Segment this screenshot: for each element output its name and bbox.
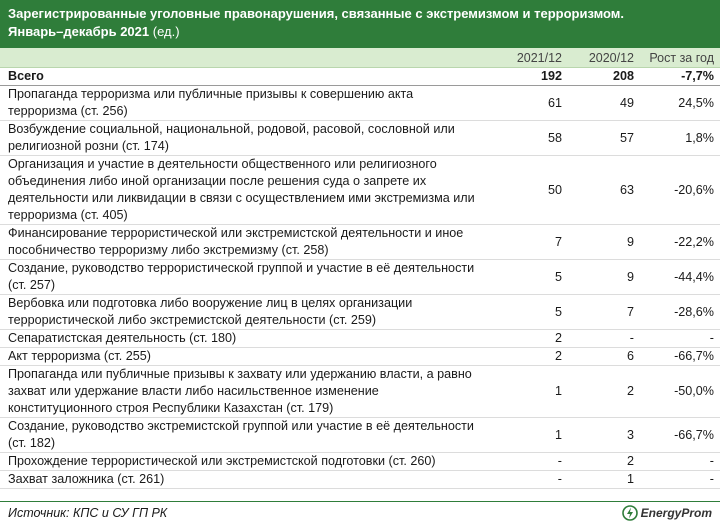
cell-2021: -	[490, 452, 572, 471]
table-row-total: Всего 192 208 -7,7%	[0, 68, 720, 86]
cell-2020: 9	[572, 224, 642, 260]
cell-growth: -	[642, 329, 720, 348]
table-subtitle: Январь–декабрь 2021 (ед.)	[8, 23, 712, 41]
source-note: Источник: КПС и СУ ГП РК	[8, 505, 168, 520]
cell-2021: -	[490, 470, 572, 489]
energyprom-logo-icon	[621, 504, 638, 521]
cell-2020: 7	[572, 294, 642, 330]
cell-2021: 5	[490, 294, 572, 330]
cell-2020: 1	[572, 470, 642, 489]
row-label: Захват заложника (ст. 261)	[0, 470, 490, 489]
cell-growth: -	[642, 452, 720, 471]
cell-growth: -66,7%	[642, 347, 720, 366]
row-label: Пропаганда терроризма или публичные приз…	[0, 85, 490, 121]
cell-growth: -	[642, 470, 720, 489]
table-header: Зарегистрированные уголовные правонаруше…	[0, 0, 720, 48]
cell-2020: 9	[572, 259, 642, 295]
table-row: Создание, руководство экстремистской гру…	[0, 417, 720, 453]
cell-growth: 1,8%	[642, 120, 720, 156]
row-label: Акт терроризма (ст. 255)	[0, 347, 490, 366]
cell-2020: 3	[572, 417, 642, 453]
cell-2020: 63	[572, 155, 642, 225]
cell-2021: 61	[490, 85, 572, 121]
column-headers: 2021/12 2020/12 Рост за год	[0, 48, 720, 68]
cell-2021: 1	[490, 365, 572, 418]
table-title: Зарегистрированные уголовные правонаруше…	[8, 6, 625, 21]
cell-growth: -22,2%	[642, 224, 720, 260]
row-label: Прохождение террористической или экстрем…	[0, 452, 490, 471]
cell-2020: 6	[572, 347, 642, 366]
unit-label: (ед.)	[152, 24, 180, 39]
cell-2020: 49	[572, 85, 642, 121]
cell-2021: 58	[490, 120, 572, 156]
cell-2020: 2	[572, 452, 642, 471]
cell-growth: -66,7%	[642, 417, 720, 453]
row-label: Вербовка или подготовка либо вооружение …	[0, 294, 490, 330]
period-label: Январь–декабрь 2021	[8, 24, 150, 39]
row-label: Пропаганда или публичные призывы к захва…	[0, 365, 490, 418]
column-header-2021: 2021/12	[516, 50, 562, 65]
cell-2020: -	[572, 329, 642, 348]
table-row: Вербовка или подготовка либо вооружение …	[0, 294, 720, 330]
cell-growth: -28,6%	[642, 294, 720, 330]
cell-growth: -20,6%	[642, 155, 720, 225]
row-label: Организация и участие в деятельности общ…	[0, 155, 490, 225]
cell-2021: 7	[490, 224, 572, 260]
table-row: Прохождение террористической или экстрем…	[0, 452, 720, 471]
cell-2021: 192	[490, 68, 572, 86]
column-header-growth: Рост за год	[649, 50, 714, 65]
table-row: Пропаганда терроризма или публичные приз…	[0, 85, 720, 121]
cell-2021: 1	[490, 417, 572, 453]
table-row: Финансирование террористической или экст…	[0, 224, 720, 260]
cell-growth: 24,5%	[642, 85, 720, 121]
table-footer: Источник: КПС и СУ ГП РК EnergyProm	[0, 501, 720, 523]
row-label: Сепаратистская деятельность (ст. 180)	[0, 329, 490, 348]
table-row: Возбуждение социальной, национальной, ро…	[0, 120, 720, 156]
table-row: Пропаганда или публичные призывы к захва…	[0, 365, 720, 418]
table-row: Сепаратистская деятельность (ст. 180) 2 …	[0, 329, 720, 348]
cell-2020: 208	[572, 68, 642, 86]
energyprom-logo: EnergyProm	[621, 504, 712, 521]
cell-growth: -44,4%	[642, 259, 720, 295]
table-row: Создание, руководство террористической г…	[0, 259, 720, 295]
row-label: Создание, руководство экстремистской гру…	[0, 417, 490, 453]
cell-growth: -7,7%	[642, 68, 720, 86]
cell-2021: 2	[490, 329, 572, 348]
table-row: Организация и участие в деятельности общ…	[0, 155, 720, 225]
table-row: Захват заложника (ст. 261) - 1 -	[0, 470, 720, 489]
row-label: Создание, руководство террористической г…	[0, 259, 490, 295]
cell-growth: -50,0%	[642, 365, 720, 418]
row-label: Финансирование террористической или экст…	[0, 224, 490, 260]
cell-2021: 5	[490, 259, 572, 295]
cell-2020: 57	[572, 120, 642, 156]
cell-2020: 2	[572, 365, 642, 418]
logo-text: EnergyProm	[640, 505, 712, 520]
data-table: Всего 192 208 -7,7% Пропаганда терроризм…	[0, 68, 720, 489]
row-label: Всего	[0, 68, 490, 86]
cell-2021: 2	[490, 347, 572, 366]
table-row: Акт терроризма (ст. 255) 2 6 -66,7%	[0, 347, 720, 366]
column-header-2020: 2020/12	[588, 50, 634, 65]
cell-2021: 50	[490, 155, 572, 225]
row-label: Возбуждение социальной, национальной, ро…	[0, 120, 490, 156]
